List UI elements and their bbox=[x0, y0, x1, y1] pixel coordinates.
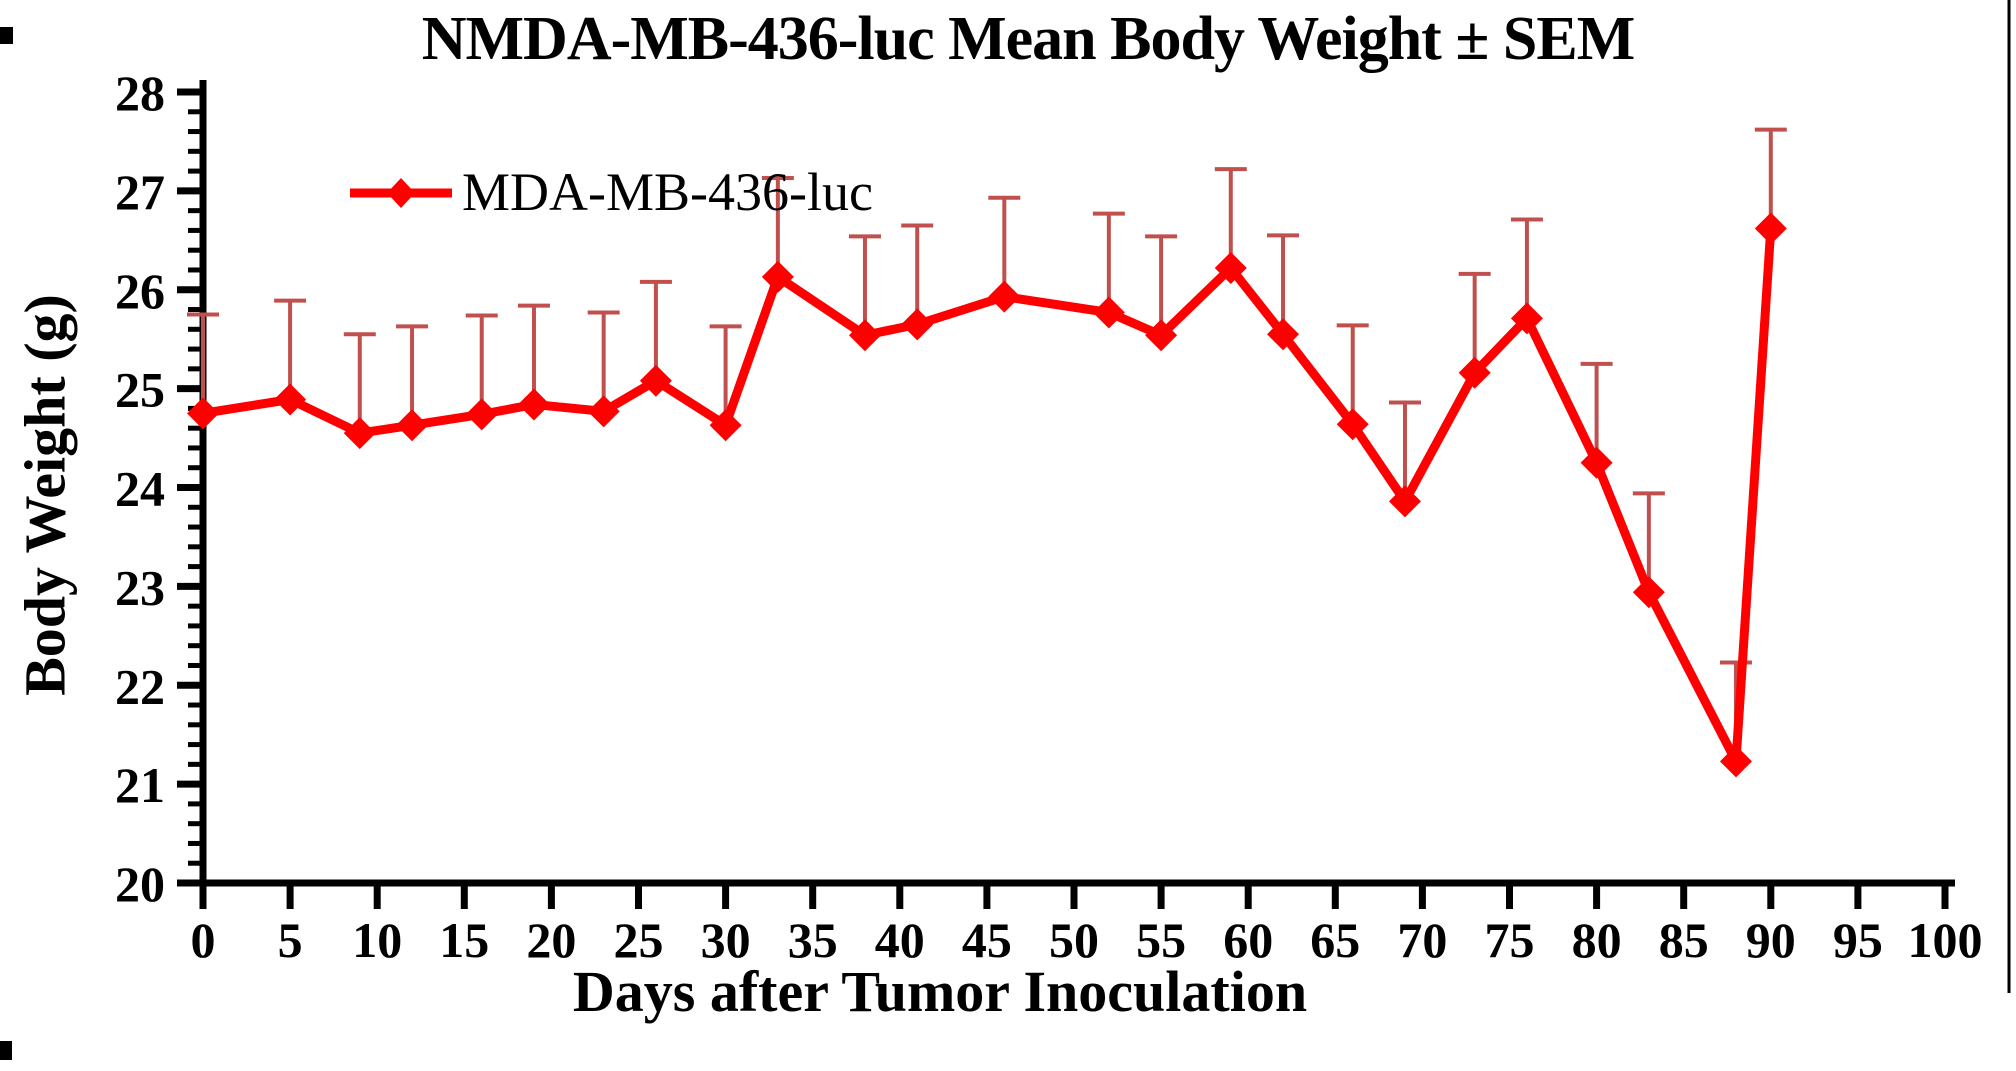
x-tick-label: 0 bbox=[191, 912, 216, 968]
y-tick-label: 21 bbox=[115, 757, 165, 813]
scan-artifact-bottom-left bbox=[0, 1041, 12, 1060]
data-point-diamond bbox=[343, 417, 376, 450]
data-point-diamond bbox=[1214, 251, 1247, 284]
x-tick-label: 100 bbox=[1908, 912, 1983, 968]
x-tick-label: 5 bbox=[278, 912, 303, 968]
x-tick-label: 40 bbox=[875, 912, 925, 968]
data-point-diamond bbox=[848, 319, 881, 352]
data-point-diamond bbox=[1145, 319, 1178, 352]
y-tick-label: 28 bbox=[115, 65, 165, 121]
data-point-diamond bbox=[465, 398, 498, 431]
data-point-diamond bbox=[1336, 408, 1369, 441]
data-point-diamond bbox=[396, 409, 429, 442]
data-point-diamond bbox=[988, 280, 1021, 313]
x-tick-label: 35 bbox=[788, 912, 838, 968]
scan-artifact-top-left bbox=[0, 27, 13, 44]
x-tick-label: 15 bbox=[439, 912, 489, 968]
data-point-diamond bbox=[587, 395, 620, 428]
y-tick-label: 25 bbox=[115, 362, 165, 418]
y-axis-label: Body Weight (g) bbox=[12, 294, 78, 696]
data-point-diamond bbox=[709, 409, 742, 442]
data-point-diamond bbox=[1580, 446, 1613, 479]
x-tick-label: 60 bbox=[1223, 912, 1273, 968]
x-tick-label: 25 bbox=[614, 912, 664, 968]
x-tick-label: 90 bbox=[1746, 912, 1796, 968]
data-point-diamond bbox=[1267, 318, 1300, 351]
x-tick-label: 85 bbox=[1659, 912, 1709, 968]
y-tick-label: 23 bbox=[115, 559, 165, 615]
data-point-diamond bbox=[274, 383, 307, 416]
legend-diamond-marker bbox=[387, 178, 415, 208]
x-axis-label: Days after Tumor Inoculation bbox=[572, 959, 1308, 1024]
x-tick-label: 45 bbox=[962, 912, 1012, 968]
x-tick-label: 95 bbox=[1833, 912, 1883, 968]
data-point-diamond bbox=[639, 364, 672, 397]
x-tick-label: 55 bbox=[1136, 912, 1186, 968]
x-tick-label: 70 bbox=[1397, 912, 1447, 968]
data-point-diamond bbox=[187, 397, 219, 430]
data-point-diamond bbox=[1458, 356, 1491, 389]
data-point-diamond bbox=[1510, 302, 1543, 335]
x-tick-label: 65 bbox=[1310, 912, 1360, 968]
chart-title: NMDA-MB-436-luc Mean Body Weight ± SEM bbox=[421, 5, 1635, 73]
x-tick-label: 10 bbox=[352, 912, 402, 968]
data-point-diamond bbox=[517, 388, 550, 421]
series-line bbox=[198, 223, 1776, 766]
data-point-diamond bbox=[761, 260, 794, 293]
data-point-diamond bbox=[1092, 296, 1125, 329]
y-tick-label: 26 bbox=[115, 263, 165, 319]
x-tick-label: 50 bbox=[1049, 912, 1099, 968]
y-tick-label: 27 bbox=[115, 164, 165, 220]
y-tick-label: 22 bbox=[115, 658, 165, 714]
data-point-diamond bbox=[901, 308, 934, 341]
y-tick-label: 24 bbox=[115, 461, 165, 517]
x-tick-label: 75 bbox=[1485, 912, 1535, 968]
y-tick-label: 20 bbox=[115, 856, 165, 912]
data-point-diamond bbox=[1754, 212, 1787, 245]
data-point-diamond bbox=[1632, 576, 1665, 609]
x-tick-label: 20 bbox=[526, 912, 576, 968]
data-point-diamond bbox=[1388, 485, 1421, 518]
legend-series-label: MDA-MB-436-luc bbox=[462, 162, 873, 222]
x-tick-label: 30 bbox=[701, 912, 751, 968]
x-tick-label: 80 bbox=[1572, 912, 1622, 968]
data-point-diamond bbox=[1719, 745, 1752, 778]
